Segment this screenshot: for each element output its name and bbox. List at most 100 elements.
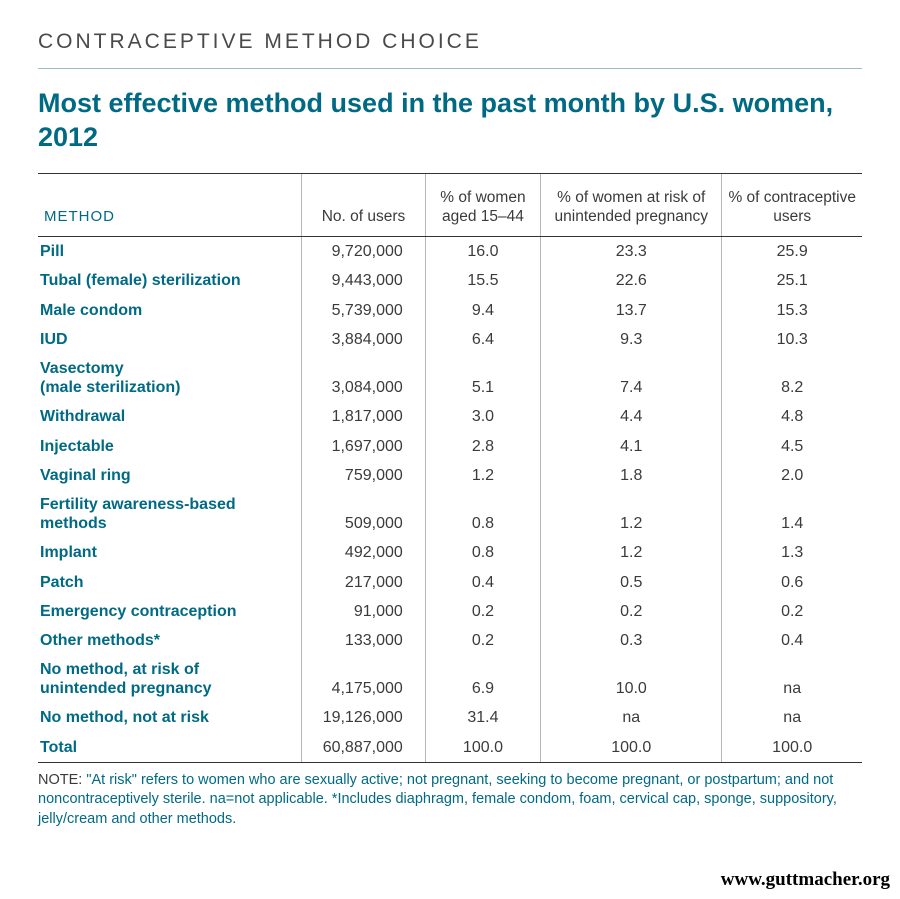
cell-method: Male condom [38,296,302,325]
cell-users: 133,000 [302,626,426,655]
cell-pct-at-risk: 10.0 [541,655,722,703]
cell-pct-at-risk: 1.8 [541,461,722,490]
table-row: Patch217,0000.40.50.6 [38,568,862,597]
cell-users: 509,000 [302,490,426,538]
table-row: Vasectomy (male sterilization)3,084,0005… [38,354,862,402]
cell-pct-15-44: 0.2 [425,597,540,626]
cell-pct-users: 0.6 [722,568,862,597]
cell-users: 759,000 [302,461,426,490]
cell-users: 60,887,000 [302,733,426,763]
cell-method: Injectable [38,432,302,461]
table-row: Pill9,720,00016.023.325.9 [38,237,862,267]
cell-pct-15-44: 0.4 [425,568,540,597]
eyebrow-title: CONTRACEPTIVE METHOD CHOICE [38,30,862,69]
cell-pct-15-44: 1.2 [425,461,540,490]
cell-pct-at-risk: 22.6 [541,266,722,295]
cell-users: 9,720,000 [302,237,426,267]
table-body: Pill9,720,00016.023.325.9Tubal (female) … [38,237,862,763]
cell-pct-15-44: 16.0 [425,237,540,267]
cell-users: 3,084,000 [302,354,426,402]
col-pct-contraceptive: % of contraceptive users [722,173,862,237]
cell-pct-15-44: 31.4 [425,703,540,732]
cell-users: 4,175,000 [302,655,426,703]
cell-pct-users: 8.2 [722,354,862,402]
table-row: Emergency contraception91,0000.20.20.2 [38,597,862,626]
cell-pct-users: 0.2 [722,597,862,626]
col-pct-at-risk: % of women at risk of unintended pregnan… [541,173,722,237]
cell-pct-at-risk: 9.3 [541,325,722,354]
table-row: Withdrawal1,817,0003.04.44.8 [38,402,862,431]
cell-users: 19,126,000 [302,703,426,732]
cell-pct-users: 10.3 [722,325,862,354]
cell-pct-at-risk: 4.4 [541,402,722,431]
cell-pct-users: 4.8 [722,402,862,431]
cell-method: No method, at risk of unintended pregnan… [38,655,302,703]
cell-method: IUD [38,325,302,354]
headline: Most effective method used in the past m… [38,69,862,173]
cell-method: Other methods* [38,626,302,655]
cell-pct-15-44: 100.0 [425,733,540,763]
cell-pct-users: 4.5 [722,432,862,461]
cell-pct-users: 15.3 [722,296,862,325]
col-method: METHOD [38,173,302,237]
cell-pct-users: 25.1 [722,266,862,295]
cell-pct-at-risk: 0.2 [541,597,722,626]
table-row: IUD3,884,0006.49.310.3 [38,325,862,354]
cell-pct-15-44: 3.0 [425,402,540,431]
cell-pct-at-risk: 100.0 [541,733,722,763]
cell-pct-15-44: 2.8 [425,432,540,461]
cell-pct-at-risk: 1.2 [541,538,722,567]
col-pct-15-44: % of women aged 15–44 [425,173,540,237]
cell-users: 91,000 [302,597,426,626]
cell-pct-15-44: 6.9 [425,655,540,703]
col-users: No. of users [302,173,426,237]
cell-pct-at-risk: 4.1 [541,432,722,461]
table-row: Tubal (female) sterilization9,443,00015.… [38,266,862,295]
cell-method: Implant [38,538,302,567]
cell-pct-at-risk: 1.2 [541,490,722,538]
cell-pct-users: 2.0 [722,461,862,490]
note-text: "At risk" refers to women who are sexual… [38,772,837,827]
cell-method: Fertility awareness-based methods [38,490,302,538]
cell-pct-15-44: 15.5 [425,266,540,295]
cell-pct-users: na [722,703,862,732]
cell-method: Patch [38,568,302,597]
cell-pct-at-risk: 7.4 [541,354,722,402]
cell-users: 1,697,000 [302,432,426,461]
table-row: Injectable1,697,0002.84.14.5 [38,432,862,461]
cell-pct-15-44: 0.2 [425,626,540,655]
source-url: www.guttmacher.org [721,869,890,891]
cell-method: Withdrawal [38,402,302,431]
cell-method: Tubal (female) sterilization [38,266,302,295]
cell-pct-users: 1.3 [722,538,862,567]
cell-method: Vaginal ring [38,461,302,490]
cell-users: 1,817,000 [302,402,426,431]
table-row: Total60,887,000100.0100.0100.0 [38,733,862,763]
table-row: Fertility awareness-based methods509,000… [38,490,862,538]
table-row: Other methods*133,0000.20.30.4 [38,626,862,655]
cell-method: No method, not at risk [38,703,302,732]
cell-pct-15-44: 6.4 [425,325,540,354]
cell-pct-users: 25.9 [722,237,862,267]
data-table: METHOD No. of users % of women aged 15–4… [38,173,862,763]
cell-pct-at-risk: 0.3 [541,626,722,655]
table-row: Male condom5,739,0009.413.715.3 [38,296,862,325]
cell-pct-15-44: 0.8 [425,538,540,567]
cell-pct-15-44: 0.8 [425,490,540,538]
cell-pct-at-risk: na [541,703,722,732]
table-row: No method, at risk of unintended pregnan… [38,655,862,703]
table-row: Vaginal ring759,0001.21.82.0 [38,461,862,490]
cell-pct-at-risk: 23.3 [541,237,722,267]
cell-method: Pill [38,237,302,267]
cell-pct-at-risk: 13.7 [541,296,722,325]
table-row: Implant492,0000.81.21.3 [38,538,862,567]
cell-pct-at-risk: 0.5 [541,568,722,597]
cell-pct-users: na [722,655,862,703]
cell-users: 9,443,000 [302,266,426,295]
cell-pct-users: 0.4 [722,626,862,655]
cell-pct-15-44: 5.1 [425,354,540,402]
cell-method: Vasectomy (male sterilization) [38,354,302,402]
cell-users: 3,884,000 [302,325,426,354]
cell-pct-users: 100.0 [722,733,862,763]
cell-users: 492,000 [302,538,426,567]
